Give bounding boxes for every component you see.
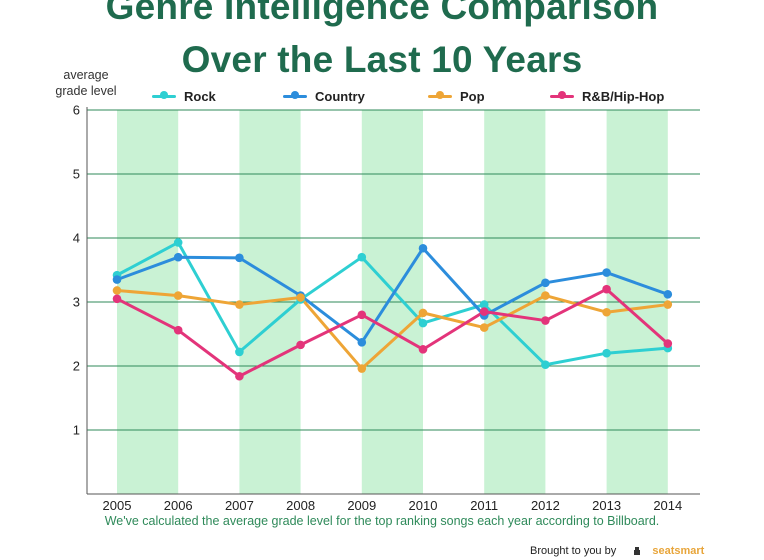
legend-item-country: Country (283, 86, 365, 106)
data-point-2-2012 (541, 291, 550, 300)
y-tick-label: 4 (73, 231, 80, 246)
y-tick-label: 6 (73, 103, 80, 118)
data-point-3-2010 (418, 345, 428, 354)
data-point-2-2011 (479, 323, 489, 332)
data-point-3-2005 (112, 294, 122, 304)
x-tick-label: 2013 (592, 498, 621, 512)
legend-swatch-rock (152, 91, 176, 99)
chart-caption: We've calculated the average grade level… (104, 514, 660, 528)
data-point-1-2012 (541, 278, 550, 288)
data-point-2-2013 (602, 307, 611, 317)
legend-swatch-country (283, 91, 307, 99)
chart-subtitle: Over the Last 10 Years (181, 39, 583, 80)
data-point-0-2009 (357, 252, 367, 262)
data-point-0-2012 (541, 360, 550, 370)
data-point-2-2005 (112, 286, 122, 295)
x-tick-label: 2008 (286, 498, 315, 512)
x-tick-label: 2007 (225, 498, 254, 512)
x-tick-label: 2005 (103, 498, 132, 512)
y-tick-label: 2 (73, 359, 80, 374)
series-line-1 (115, 246, 670, 344)
legend-item-rnb-hiphop: R&B/Hip-Hop (550, 86, 664, 106)
credit: Brought to you by seatsmart (530, 545, 704, 557)
data-point-2-2010 (418, 308, 428, 318)
x-tick-label: 2006 (164, 498, 193, 512)
seat-logo-icon (634, 547, 641, 556)
data-point-1-2006 (173, 252, 183, 262)
data-point-2-2009 (357, 364, 367, 373)
data-point-3-2013 (602, 284, 611, 294)
y-tick-label: 5 (73, 167, 80, 182)
line-chart: 1 2 3 4 5 6 2005 2006 2007 2008 2009 2010 2011 2012 20… (73, 103, 700, 512)
data-point-2-2007 (235, 300, 244, 309)
data-point-0-2013 (602, 348, 611, 358)
credit-brand: seatsmart (652, 545, 705, 557)
data-point-1-2014 (663, 290, 673, 299)
x-tick-label: 2012 (531, 498, 560, 512)
data-point-3-2011 (479, 307, 489, 316)
y-tick-label: 1 (73, 423, 80, 438)
data-point-3-2014 (663, 339, 673, 348)
x-tick-label: 2014 (653, 498, 682, 512)
legend-label-rnb-hiphop: R&B/Hip-Hop (582, 88, 665, 104)
credit-prefix: Brought to you by (530, 545, 617, 557)
series-line-0 (115, 240, 670, 367)
data-point-0-2007 (235, 347, 244, 357)
data-point-3-2008 (296, 340, 305, 350)
data-point-0-2006 (173, 238, 183, 247)
data-point-2-2008 (296, 293, 305, 302)
x-tick-label: 2011 (470, 498, 498, 512)
data-point-2-2014 (663, 300, 673, 309)
data-point-1-2007 (235, 253, 244, 263)
data-point-3-2012 (541, 316, 550, 325)
data-point-0-2010 (418, 318, 428, 328)
legend-label-country: Country (315, 88, 365, 104)
data-point-1-2005 (112, 275, 122, 284)
legend-swatch-pop (428, 91, 452, 99)
data-point-3-2009 (357, 310, 367, 320)
legend-item-pop: Pop (428, 86, 485, 106)
data-point-1-2010 (418, 243, 428, 253)
series-line-3 (115, 287, 670, 378)
data-point-1-2013 (602, 268, 611, 277)
data-point-2-2006 (173, 291, 183, 300)
data-point-1-2009 (357, 338, 367, 347)
legend-label-pop: Pop (460, 88, 485, 104)
legend-item-rock: Rock (152, 86, 216, 106)
legend: Rock Country Pop R&B/Hip-Hop (0, 86, 764, 108)
data-point-3-2007 (235, 371, 244, 381)
legend-swatch-rnb-hiphop (550, 91, 574, 99)
data-point-3-2006 (173, 325, 183, 335)
legend-label-rock: Rock (184, 88, 216, 104)
y-tick-label: 3 (73, 295, 80, 310)
chart-title: Genre Intelligence Comparison (105, 0, 659, 27)
data-point-0-2011 (479, 300, 489, 309)
x-tick-label: 2010 (409, 498, 438, 512)
y-axis-label: average grade level (55, 68, 117, 98)
x-tick-label: 2009 (347, 498, 376, 512)
